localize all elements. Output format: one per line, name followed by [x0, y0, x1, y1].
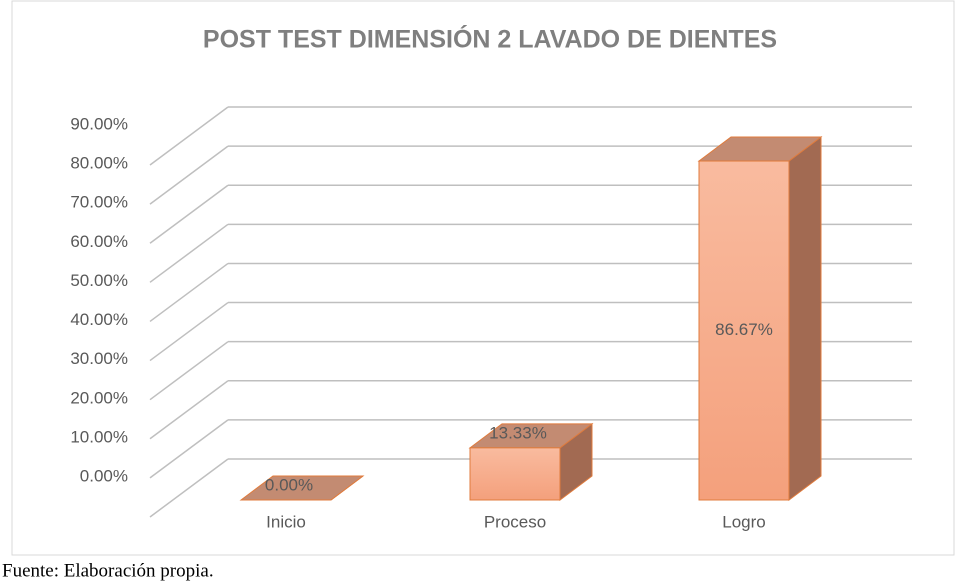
x-tick-label: Inicio — [266, 512, 306, 531]
y-tick-label: 90.00% — [70, 114, 128, 133]
y-tick-label: 60.00% — [70, 232, 128, 251]
y-tick-label: 70.00% — [70, 193, 128, 212]
bar — [469, 447, 561, 501]
grid-line-side — [149, 341, 229, 401]
grid-line-side — [149, 106, 229, 166]
data-label: 13.33% — [489, 423, 547, 442]
chart-title: POST TEST DIMENSIÓN 2 LAVADO DE DIENTES — [203, 24, 777, 54]
y-tick-label: 0.00% — [80, 466, 128, 485]
grid-line-side — [149, 301, 229, 362]
bar — [698, 160, 790, 501]
grid-line-side — [149, 458, 229, 518]
bar-side — [788, 136, 822, 501]
grid-line-side — [149, 223, 229, 283]
y-tick-label: 80.00% — [70, 154, 128, 173]
source-note: Fuente: Elaboración propia. — [2, 560, 214, 581]
grid-line-side — [149, 145, 229, 205]
y-tick-label: 20.00% — [70, 388, 128, 407]
data-label: 86.67% — [715, 320, 773, 339]
bar-top — [239, 475, 365, 501]
data-label: 0.00% — [265, 475, 313, 494]
y-tick-label: 40.00% — [70, 310, 128, 329]
y-tick-label: 10.00% — [70, 427, 128, 446]
x-tick-label: Proceso — [484, 512, 546, 531]
y-tick-label: 30.00% — [70, 349, 128, 368]
grid-line-side — [149, 419, 229, 479]
y-tick-label: 50.00% — [70, 271, 128, 290]
x-tick-label: Logro — [722, 512, 765, 531]
grid-line-side — [149, 262, 229, 323]
grid-line-side — [149, 184, 229, 244]
grid-line-side — [149, 380, 229, 440]
